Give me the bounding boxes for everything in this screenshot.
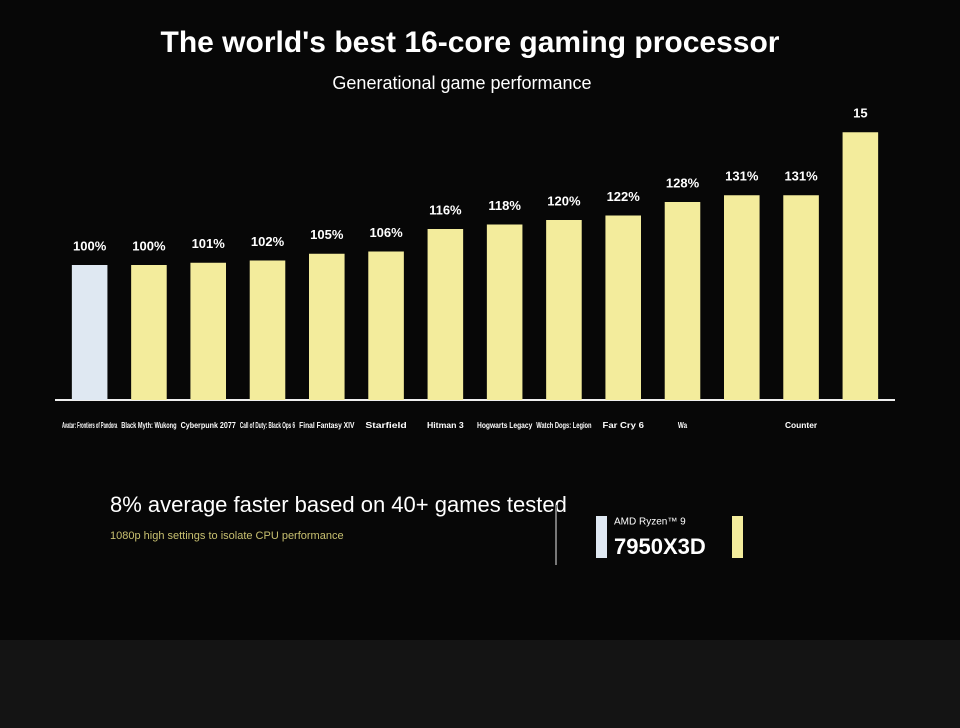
legend-label: 7950X3D (614, 534, 706, 559)
value-label: 106% (369, 225, 403, 240)
x-tick-label: Black Myth: Wukong (121, 421, 176, 430)
x-tick-label: Avatar: Frontiers of Pandora (62, 421, 118, 430)
x-tick-label: Hitman 3 (427, 421, 464, 430)
x-tick-label: Hogwarts Legacy (477, 421, 533, 430)
chart-subtitle: Generational game performance (332, 73, 591, 93)
x-tick-label: Starfield (365, 421, 407, 430)
value-label: 100% (73, 238, 107, 253)
bar (724, 195, 760, 400)
value-label: 15 (853, 106, 867, 121)
value-label: 101% (192, 236, 226, 251)
x-tick-label: Call of Duty: Black Ops 6 (240, 421, 296, 430)
value-label: 105% (310, 227, 344, 242)
value-label: 122% (607, 189, 641, 204)
legend-brand: AMD Ryzen™ 9 (614, 517, 686, 528)
bar (783, 195, 819, 400)
value-label: 118% (488, 198, 521, 213)
value-label: 116% (429, 202, 462, 217)
legend-swatch (596, 516, 607, 558)
value-label: 131% (784, 169, 818, 184)
bar (368, 251, 404, 400)
x-tick-label: Final Fantasy XIV (299, 421, 355, 430)
x-tick-label: Cyberpunk 2077 (181, 421, 237, 430)
value-label: 131% (725, 169, 759, 184)
bar (190, 262, 226, 400)
bar (486, 224, 523, 400)
legend-swatch (732, 516, 743, 558)
bar (131, 265, 167, 400)
chart-title: The world's best 16-core gaming processo… (161, 26, 780, 59)
footnote: 1080p high settings to isolate CPU perfo… (110, 530, 344, 542)
bar (664, 202, 701, 400)
bar (605, 215, 641, 400)
bar (546, 220, 582, 400)
value-label: 102% (251, 234, 285, 249)
bar (842, 132, 879, 400)
value-label: 120% (547, 193, 581, 208)
x-tick-label: Wa (678, 421, 688, 430)
x-tick-label: Watch Dogs: Legion (536, 421, 591, 430)
bar (427, 229, 464, 400)
x-tick-label: Counter (785, 421, 817, 430)
stage-floor (0, 640, 960, 728)
summary: 8% average faster based on 40+ games tes… (110, 492, 567, 517)
bar (309, 253, 345, 400)
bar (249, 260, 286, 400)
value-label: 100% (132, 238, 166, 253)
bar (71, 265, 108, 400)
x-tick-label: Far Cry 6 (603, 421, 645, 430)
value-label: 128% (666, 175, 700, 190)
